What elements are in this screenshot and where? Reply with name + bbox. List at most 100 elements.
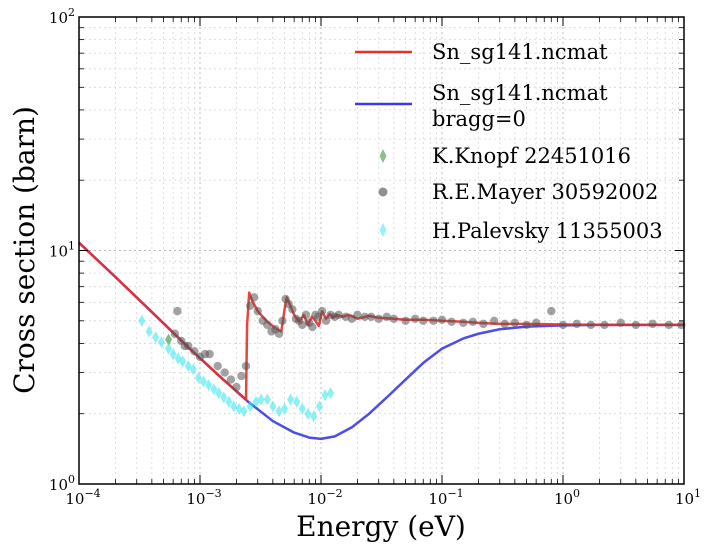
x-tick-label: 10−3 bbox=[186, 487, 221, 508]
data-point bbox=[263, 320, 272, 330]
data-point bbox=[547, 306, 556, 316]
data-point bbox=[648, 319, 657, 329]
data-point bbox=[275, 405, 283, 418]
data-point bbox=[220, 391, 228, 404]
data-point bbox=[382, 312, 392, 322]
data-point bbox=[253, 306, 262, 316]
x-tick-label: 101 bbox=[675, 487, 701, 508]
data-point bbox=[215, 387, 223, 400]
x-tick-label: 10−1 bbox=[428, 487, 463, 508]
data-point bbox=[252, 395, 260, 408]
data-point bbox=[269, 400, 277, 413]
x-tick-label: 10−4 bbox=[65, 487, 100, 508]
data-point bbox=[237, 371, 246, 381]
data-point bbox=[459, 318, 468, 328]
x-tick-label: 100 bbox=[554, 487, 580, 508]
data-point bbox=[257, 393, 265, 406]
legend-mayer-marker bbox=[378, 187, 388, 197]
data-point bbox=[152, 331, 160, 344]
y-tick-label: 102 bbox=[49, 6, 75, 27]
data-point bbox=[479, 319, 488, 329]
legend-knopf-marker bbox=[379, 149, 387, 163]
legend-blue-line-label-1: Sn_sg141.ncmat bbox=[432, 81, 608, 105]
data-point bbox=[327, 387, 335, 400]
data-point bbox=[437, 315, 447, 324]
data-point bbox=[321, 316, 331, 325]
data-point bbox=[232, 382, 241, 392]
legend-red-line-label: Sn_sg141.ncmat bbox=[432, 40, 608, 64]
data-point bbox=[360, 312, 369, 322]
data-point bbox=[664, 320, 674, 330]
legend-palevsky-marker bbox=[379, 223, 387, 237]
data-point bbox=[281, 402, 289, 415]
data-point bbox=[510, 318, 520, 328]
data-point bbox=[367, 312, 376, 322]
data-point bbox=[249, 293, 259, 302]
major-grid bbox=[79, 17, 684, 484]
data-point bbox=[353, 310, 362, 320]
data-point bbox=[213, 361, 222, 371]
data-point bbox=[447, 317, 456, 327]
data-point bbox=[226, 375, 236, 384]
data-point bbox=[194, 371, 202, 384]
data-point bbox=[586, 320, 596, 330]
data-point bbox=[205, 349, 214, 359]
legend-knopf-label: K.Knopf 22451016 bbox=[432, 144, 631, 168]
data-point bbox=[558, 320, 568, 330]
data-point bbox=[170, 329, 180, 338]
data-point bbox=[288, 305, 297, 314]
data-point bbox=[572, 319, 581, 329]
data-point bbox=[310, 410, 318, 423]
data-point bbox=[189, 363, 197, 376]
data-point bbox=[225, 395, 233, 408]
series-layer bbox=[78, 241, 686, 441]
data-point bbox=[600, 320, 609, 330]
data-point bbox=[401, 316, 410, 325]
data-point bbox=[179, 355, 187, 368]
data-point bbox=[241, 361, 251, 371]
data-point bbox=[165, 342, 173, 355]
series-2 bbox=[165, 333, 173, 346]
data-point bbox=[274, 329, 284, 338]
x-axis-label: Energy (eV) bbox=[296, 510, 466, 543]
data-point bbox=[246, 301, 255, 310]
data-point bbox=[334, 310, 343, 320]
data-point bbox=[230, 400, 238, 413]
y-axis-label: Cross section (barn) bbox=[8, 106, 41, 394]
data-point bbox=[173, 306, 182, 316]
data-point bbox=[205, 379, 213, 392]
data-point bbox=[321, 389, 329, 402]
data-point bbox=[429, 316, 438, 325]
data-point bbox=[138, 314, 146, 327]
data-point bbox=[389, 314, 399, 323]
data-point bbox=[169, 348, 177, 361]
x-tick-label: 10−2 bbox=[307, 487, 342, 508]
series-4 bbox=[138, 314, 335, 423]
data-point bbox=[190, 347, 199, 356]
data-point bbox=[616, 318, 625, 328]
data-point bbox=[301, 310, 311, 320]
data-point bbox=[165, 333, 173, 346]
legend-blue-line-label-2: bragg=0 bbox=[432, 107, 526, 131]
data-point bbox=[246, 400, 254, 413]
legend-palevsky-label: H.Palevsky 11355003 bbox=[432, 219, 663, 243]
data-point bbox=[308, 322, 317, 332]
legend-mayer-label: R.E.Mayer 30592002 bbox=[432, 180, 658, 204]
data-point bbox=[263, 393, 271, 406]
data-point bbox=[315, 400, 323, 413]
data-point bbox=[298, 402, 306, 415]
data-point bbox=[145, 325, 153, 338]
data-point bbox=[468, 317, 478, 327]
data-point bbox=[278, 316, 287, 325]
plot-frame bbox=[78, 16, 685, 485]
data-point bbox=[489, 316, 499, 325]
data-point bbox=[531, 318, 541, 328]
data-point bbox=[210, 383, 218, 396]
data-point bbox=[293, 395, 301, 408]
tick-labels: 10−4 10−3 10−2 10−1 100 101 100 101 102 bbox=[49, 6, 701, 508]
y-tick-label: 100 bbox=[49, 473, 75, 494]
data-point bbox=[522, 320, 531, 330]
data-point bbox=[298, 320, 307, 330]
data-point bbox=[220, 368, 229, 377]
data-point bbox=[317, 306, 327, 316]
